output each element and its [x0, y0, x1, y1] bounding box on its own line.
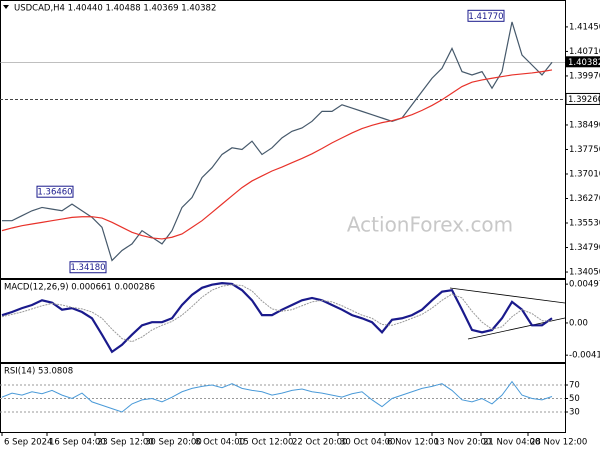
y-tick-label: 50 [569, 394, 580, 404]
series-line [1, 282, 553, 354]
dropdown-icon [3, 5, 9, 9]
panel-title: USDCAD,H4 1.40440 1.40488 1.40369 1.4038… [14, 4, 216, 14]
annotation-label: 1.41770 [468, 12, 503, 22]
annotation-label: 1.36460 [37, 188, 72, 198]
x-tick-label: 23 Sep 12:00 [97, 438, 154, 448]
level-label: 1.39260 [568, 95, 600, 105]
series-line [1, 69, 553, 240]
series-line [2, 21, 553, 262]
series-line [1, 380, 553, 413]
y-tick-label: 1.38490 [569, 120, 600, 130]
series-line [1, 284, 553, 343]
level-box [565, 92, 600, 105]
annotation-label: 1.34180 [70, 263, 105, 273]
price-box [566, 56, 600, 68]
x-tick-label: 6 Nov 12:00 [387, 438, 439, 448]
y-tick-label: 1.37750 [569, 145, 600, 155]
x-tick-label: 22 Oct 20:00 [292, 438, 347, 448]
watermark: ActionForex.com [347, 213, 513, 237]
annotation-box [69, 261, 107, 274]
panel-frame [0, 279, 566, 363]
y-tick-label: 1.40710 [569, 47, 600, 57]
x-tick-label: 30 Oct 04:00 [340, 438, 395, 448]
y-tick-label: 0.00 [569, 318, 588, 328]
y-tick-label: 1.41450 [569, 22, 600, 32]
panel-title: RSI(14) 53.0808 [4, 367, 73, 377]
x-tick-label: 13 Nov 20:00 [434, 438, 491, 448]
y-tick-label: 1.34790 [569, 243, 600, 253]
y-tick-label: -0.004126 [569, 351, 600, 361]
panel-frame [0, 0, 566, 279]
y-tick-label: 1.39970 [569, 71, 600, 81]
x-tick-label: 21 Nov 04:00 [483, 438, 540, 448]
panel-title: MACD(12,26,9) 0.000661 0.000286 [4, 283, 155, 293]
annotation-box [467, 9, 505, 22]
y-tick-label: 70 [569, 381, 580, 391]
annotation-box [36, 185, 74, 198]
x-tick-label: 15 Oct 12:00 [238, 438, 293, 448]
trend-line [449, 287, 566, 304]
y-tick-label: 1.35530 [569, 219, 600, 229]
y-tick-label: 1.37010 [569, 169, 600, 179]
x-tick-label: 6 Sep 2024 [4, 438, 52, 448]
x-tick-label: 28 Nov 12:00 [530, 438, 587, 448]
y-tick-label: 30 [569, 408, 580, 418]
x-tick-label: 8 Oct 04:00 [195, 438, 245, 448]
x-tick-label: 16 Sep 04:00 [49, 438, 106, 448]
y-tick-label: 1.34050 [569, 268, 600, 278]
y-tick-label: 1.36270 [569, 194, 600, 204]
price-label: 1.40382 [568, 58, 600, 68]
y-tick-label: 0.004971 [569, 280, 600, 290]
x-tick-label: 30 Sep 20:00 [145, 438, 202, 448]
